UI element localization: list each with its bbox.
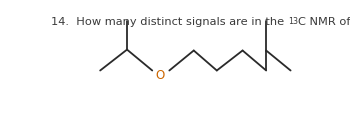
Text: O: O [156,69,165,82]
Text: C NMR of the following compound?: C NMR of the following compound? [298,17,350,27]
Text: 14.  How many distinct signals are in the: 14. How many distinct signals are in the [51,17,288,27]
Text: 13: 13 [288,17,298,26]
